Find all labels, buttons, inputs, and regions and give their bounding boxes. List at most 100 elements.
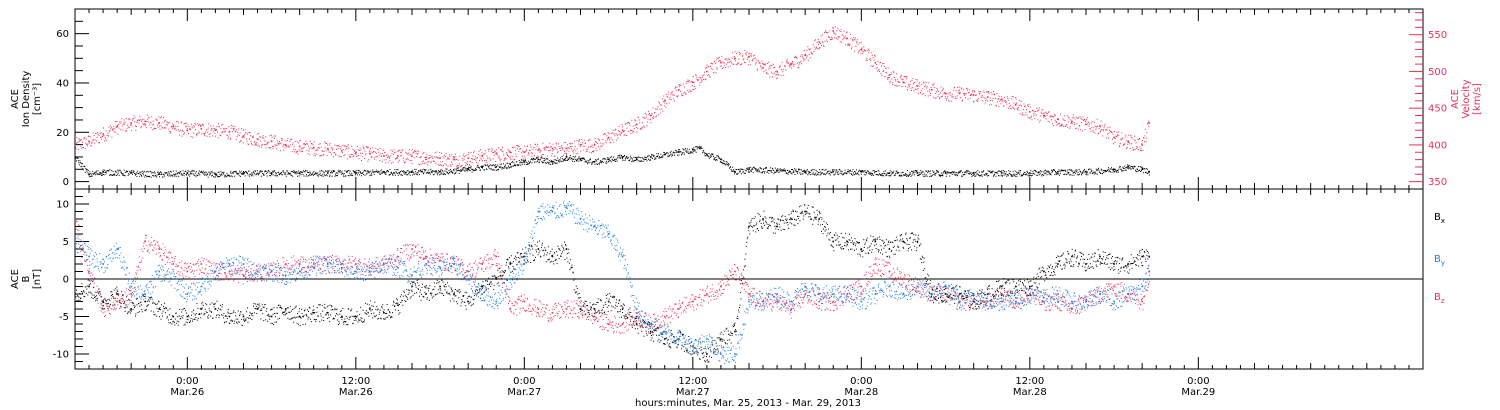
y-tick-label: 0 bbox=[63, 275, 69, 286]
bx-series-point bbox=[1000, 285, 1003, 288]
velocity-series-point bbox=[200, 127, 203, 130]
by-series-point bbox=[860, 300, 863, 303]
bz-series-point bbox=[677, 308, 680, 310]
velocity-series-point bbox=[116, 125, 118, 128]
by-series-point bbox=[776, 293, 778, 295]
density-series-point bbox=[916, 172, 919, 174]
bx-series-point bbox=[607, 300, 610, 303]
velocity-series-point bbox=[298, 145, 301, 148]
bz-series-point bbox=[200, 263, 203, 265]
bz-series-point bbox=[860, 285, 863, 288]
by-series-point bbox=[930, 293, 933, 295]
velocity-series-point bbox=[453, 158, 455, 161]
bx-series-point bbox=[509, 263, 512, 265]
by-series-point bbox=[369, 270, 371, 273]
density-series-point bbox=[355, 172, 357, 174]
bx-series-point bbox=[902, 240, 905, 243]
velocity-series-point bbox=[88, 140, 90, 143]
bx-series-point bbox=[776, 225, 778, 228]
bz-series-point bbox=[340, 263, 343, 265]
density-series-point bbox=[1085, 170, 1087, 173]
bz-series-point bbox=[467, 270, 469, 273]
by-series-point bbox=[565, 206, 568, 209]
x-tick-time: 0:00 bbox=[1187, 376, 1209, 387]
velocity-series-point bbox=[1029, 111, 1031, 113]
x-tick-date: Mar.28 bbox=[844, 387, 878, 398]
by-series-point bbox=[846, 293, 849, 295]
velocity-series-point bbox=[1071, 120, 1073, 123]
velocity-series-point bbox=[256, 138, 259, 140]
density-series-point bbox=[972, 172, 975, 174]
bx-series-point bbox=[621, 308, 624, 310]
bx-series-point bbox=[972, 300, 975, 303]
velocity-series-point bbox=[495, 152, 498, 155]
velocity-series-point bbox=[467, 157, 469, 159]
velocity-series-point bbox=[607, 136, 610, 139]
by-series-point bbox=[495, 300, 498, 303]
by-series-point bbox=[186, 293, 189, 295]
density-series-point bbox=[158, 173, 161, 176]
density-series-point bbox=[298, 172, 301, 174]
by-series-point bbox=[888, 285, 891, 288]
bz-series-point bbox=[369, 266, 371, 269]
velocity-series-point bbox=[130, 122, 132, 124]
bz-series-point bbox=[102, 308, 104, 310]
x-tick-date: Mar.26 bbox=[339, 387, 373, 398]
by-series-point bbox=[453, 263, 455, 265]
bz-series-point bbox=[565, 308, 568, 310]
density-series-point bbox=[509, 163, 512, 166]
bx-series-point bbox=[593, 308, 596, 310]
density-series-trace bbox=[75, 145, 1150, 178]
velocity-series-point bbox=[1127, 140, 1129, 143]
y2-tick-label: 400 bbox=[1428, 140, 1447, 151]
velocity-series-point bbox=[888, 74, 891, 76]
bz-series-point bbox=[1000, 293, 1003, 295]
bx-series-point bbox=[284, 308, 287, 310]
by-series-point bbox=[986, 300, 989, 303]
density-series-point bbox=[242, 172, 245, 174]
bz-series-point bbox=[186, 270, 189, 273]
bz-series-point bbox=[158, 248, 161, 250]
legend-entry: By bbox=[1434, 254, 1445, 267]
bx-series-point bbox=[1085, 263, 1087, 265]
by-series-point bbox=[383, 263, 385, 265]
by-series-point bbox=[228, 263, 231, 265]
x-tick-date: Mar.28 bbox=[1013, 387, 1047, 398]
by-series-point bbox=[804, 285, 806, 288]
density-series-point bbox=[270, 172, 273, 174]
velocity-series-point bbox=[1043, 114, 1045, 117]
velocity-series-point bbox=[284, 144, 287, 146]
bx-series-point bbox=[144, 300, 147, 303]
y-axis-label: B bbox=[21, 275, 32, 282]
bx-series-point bbox=[649, 330, 652, 333]
bx-series-point bbox=[579, 308, 582, 310]
by-series-point bbox=[270, 270, 273, 273]
bx-series-point bbox=[1057, 263, 1059, 265]
by-series-point bbox=[706, 338, 708, 340]
density-series-point bbox=[467, 168, 469, 171]
bx-series-point bbox=[411, 285, 413, 288]
bx-series-point bbox=[635, 323, 638, 325]
density-series-point bbox=[439, 170, 441, 173]
by-series-trace bbox=[75, 200, 1150, 364]
bz-series-point bbox=[832, 300, 835, 303]
density-series-point bbox=[692, 148, 694, 151]
bx-series-point bbox=[944, 293, 947, 295]
by-series-point bbox=[677, 338, 680, 340]
velocity-series-point bbox=[425, 156, 427, 159]
density-series-point bbox=[88, 173, 90, 176]
bx-series-point bbox=[270, 315, 273, 318]
by-series-point bbox=[635, 308, 638, 310]
velocity-series-point bbox=[649, 114, 652, 117]
bz-series-point bbox=[481, 263, 484, 265]
y-axis-label: ACE bbox=[10, 269, 21, 289]
by-series-point bbox=[102, 263, 104, 265]
y-tick-label: 60 bbox=[56, 29, 69, 40]
bx-series-point bbox=[383, 311, 385, 314]
bx-series-point bbox=[874, 240, 877, 243]
by-series-point bbox=[1043, 296, 1045, 299]
bz-series-point bbox=[1014, 300, 1017, 303]
by-series-point bbox=[734, 353, 736, 355]
velocity-series-point bbox=[523, 151, 526, 154]
density-series-point bbox=[832, 170, 835, 173]
